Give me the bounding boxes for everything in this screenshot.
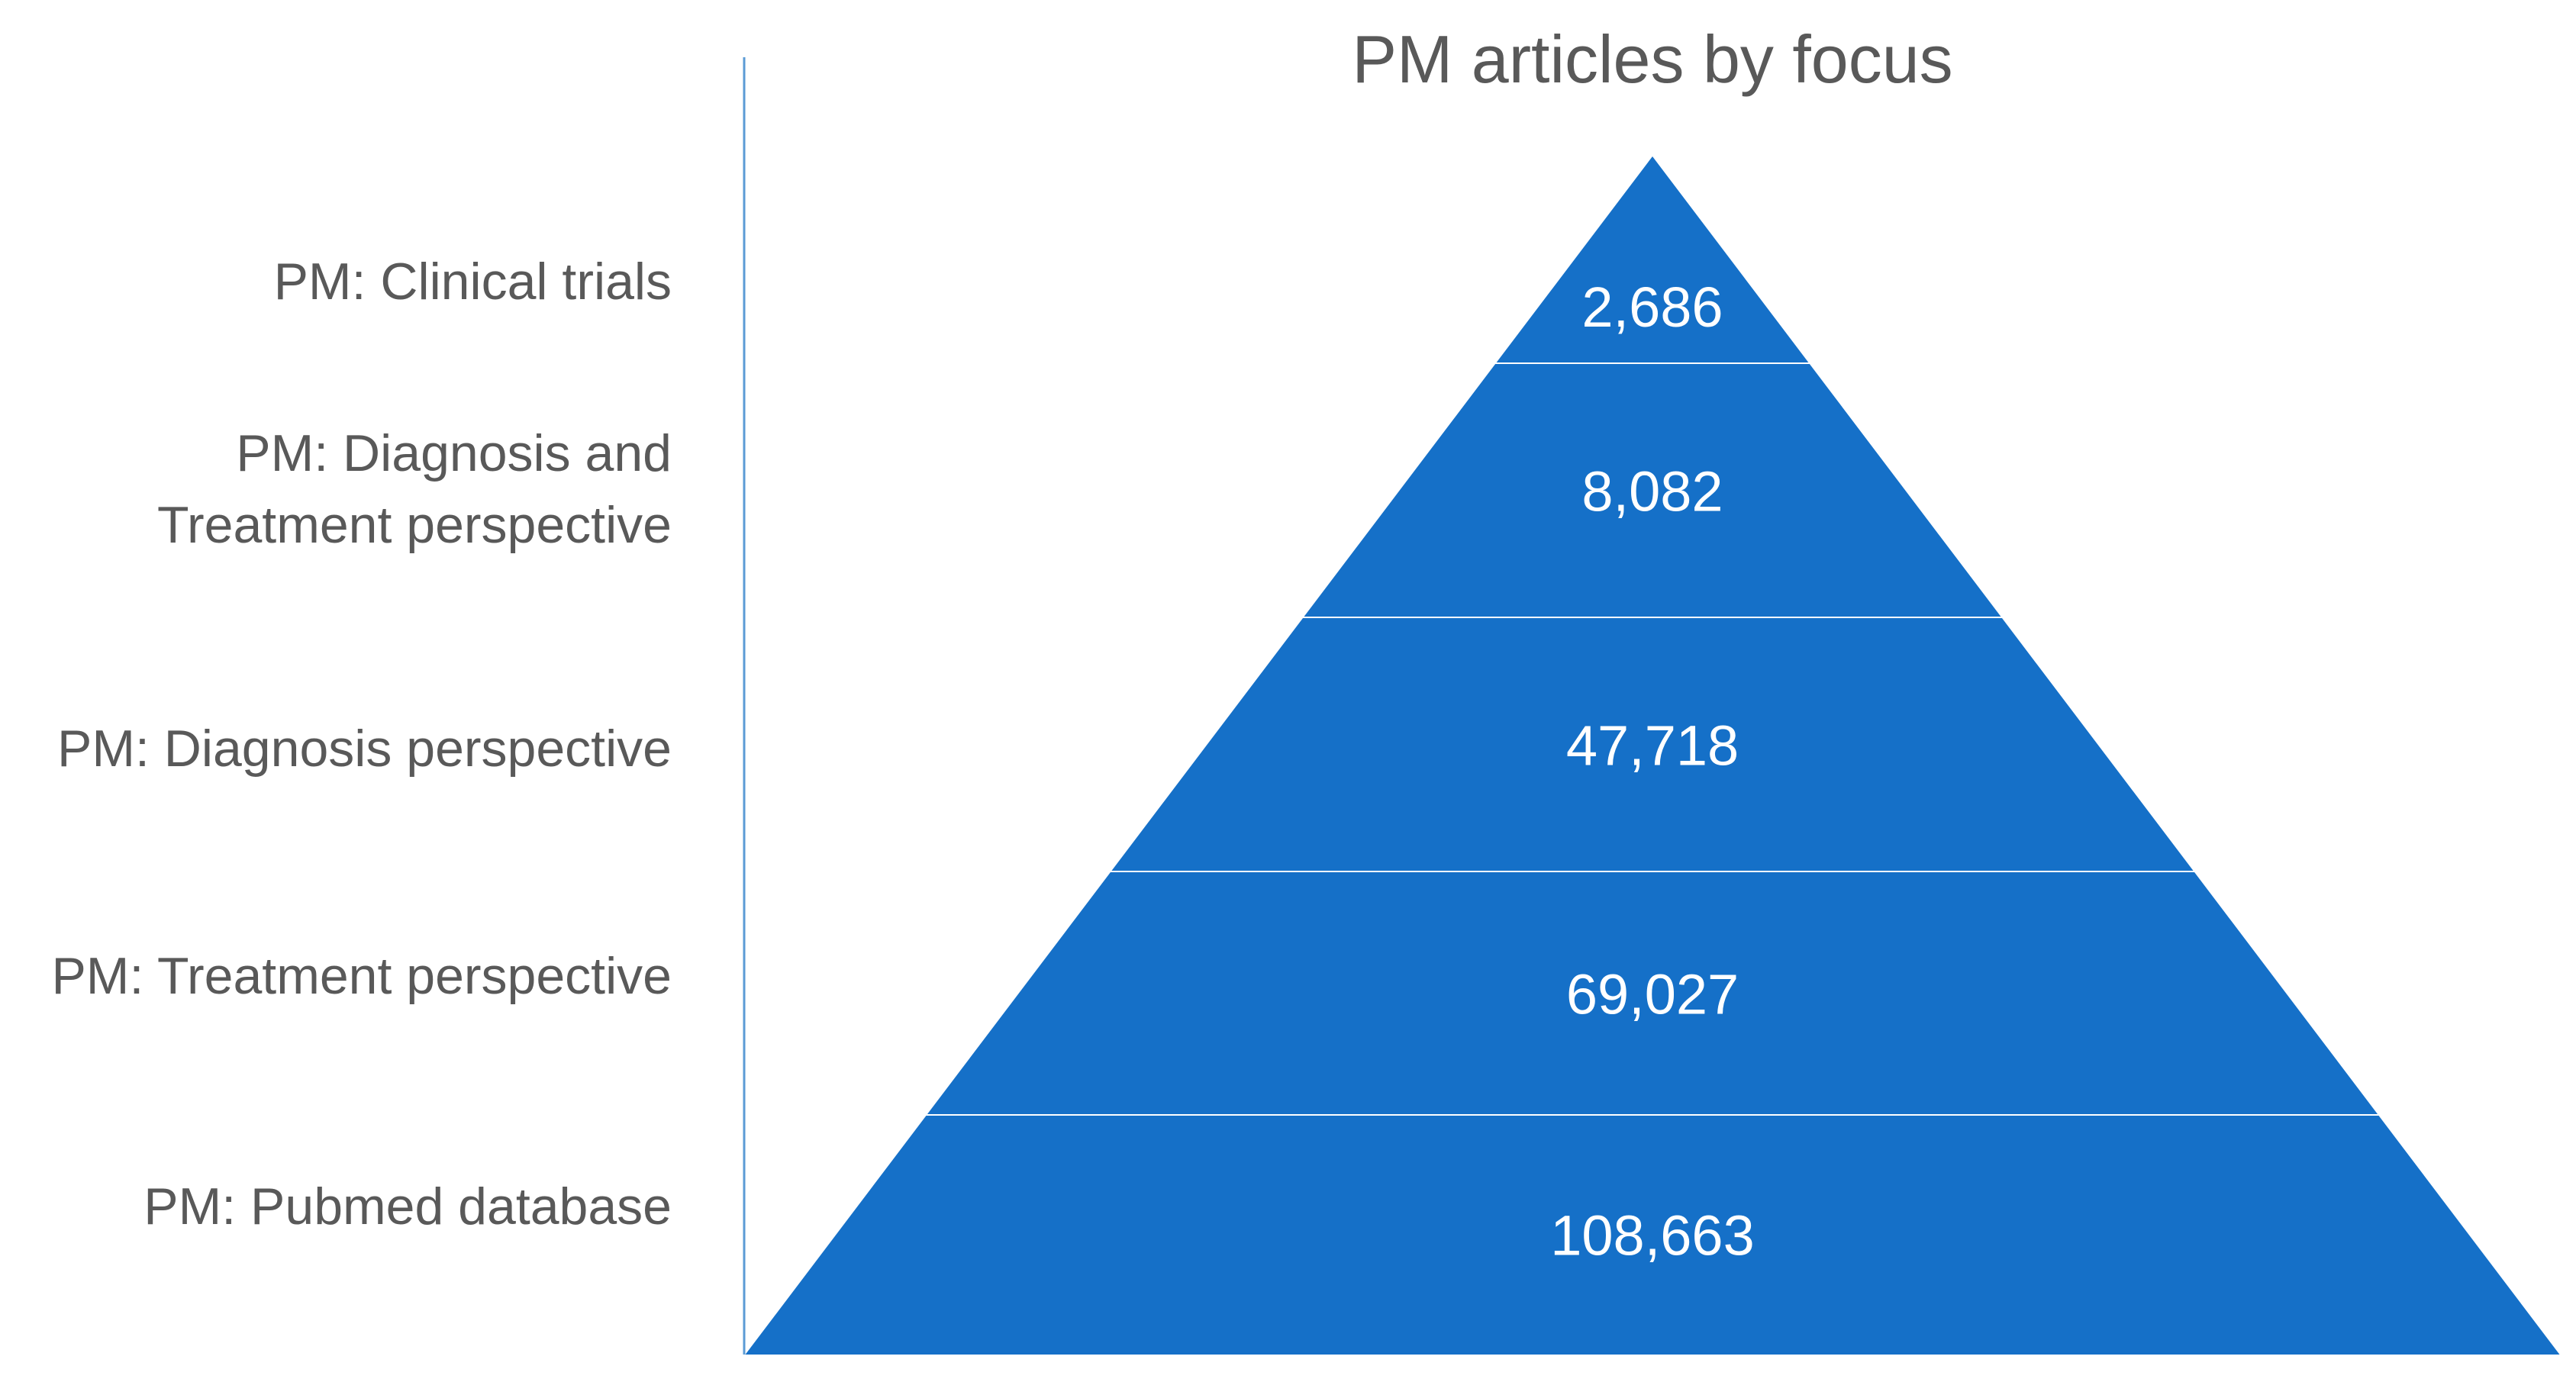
pyramid-layer [745, 1116, 2560, 1355]
category-label: PM: Clinical trials [274, 253, 672, 311]
value-label: 2,686 [1581, 275, 1723, 339]
value-label: 108,663 [1550, 1204, 1755, 1268]
category-label: PM: Pubmed database [143, 1177, 672, 1235]
value-label: 69,027 [1566, 963, 1739, 1026]
value-label: 8,082 [1581, 460, 1723, 523]
pyramid-layer [926, 872, 2379, 1116]
category-label: PM: Treatment perspective [51, 947, 672, 1005]
pyramid-layer [1110, 618, 2195, 872]
category-label: PM: Diagnosis perspective [57, 720, 672, 778]
chart-title: PM articles by focus [1352, 21, 1952, 97]
pyramid-layer [1303, 364, 2002, 618]
category-label: PM: Diagnosis and Treatment perspective [157, 424, 672, 554]
pyramid-layers: 2,686 8,082 47,718 69,027 108,663 [745, 156, 2560, 1355]
pyramid-layer [1495, 156, 1810, 364]
category-labels: PM: Clinical trials PM: Diagnosis and Trea… [51, 253, 672, 1235]
value-label: 47,718 [1566, 714, 1739, 778]
